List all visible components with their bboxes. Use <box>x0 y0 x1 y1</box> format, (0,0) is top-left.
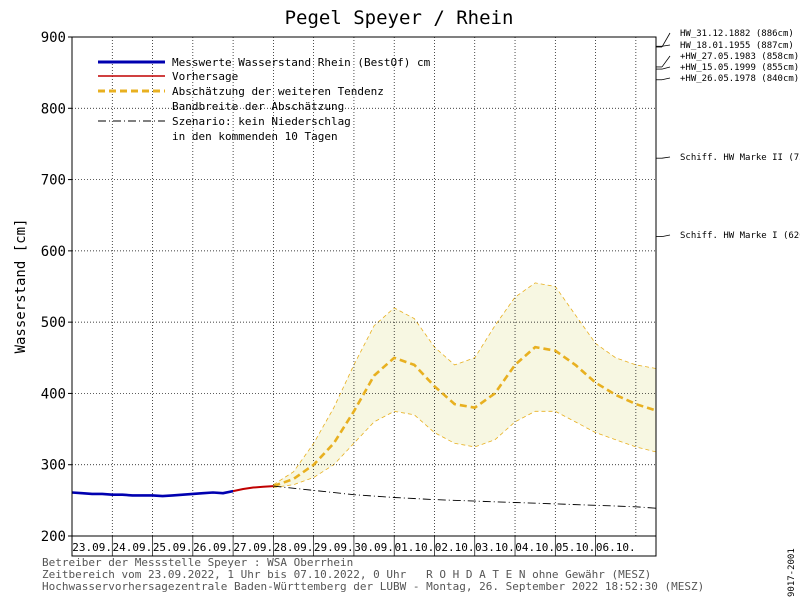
series-line-3 <box>273 485 657 509</box>
marker-leader <box>661 55 671 68</box>
legend-label: Szenario: kein Niederschlag <box>172 115 351 128</box>
legend-label: Bandbreite der Abschätzung <box>172 100 344 113</box>
marker-label: HW_18.01.1955 (887cm) <box>680 41 794 51</box>
marker-label: +HW_26.05.1978 (840cm) <box>680 74 799 84</box>
footer-operator: Betreiber der Messstelle Speyer : WSA Ob… <box>42 556 354 569</box>
x-tick-label: 27.09. <box>233 541 273 554</box>
marker-leader <box>661 77 671 81</box>
y-tick-label: 700 <box>41 173 66 189</box>
footer-publisher: Hochwasservorhersagezentrale Baden-Württ… <box>42 580 705 593</box>
y-tick-label: 600 <box>41 244 66 260</box>
x-tick-label: 06.10. <box>596 541 636 554</box>
band-lower-line <box>273 410 657 488</box>
y-tick-label: 200 <box>41 529 66 545</box>
x-tick-label: 02.10. <box>435 541 475 554</box>
x-tick-label: 04.10. <box>515 541 555 554</box>
marker-label: Schiff. HW Marke II (730c <box>680 153 800 163</box>
x-tick-label: 24.09. <box>113 541 153 554</box>
series-line-2 <box>272 345 657 488</box>
x-tick-label: 01.10. <box>394 541 434 554</box>
marker-leader <box>661 66 671 70</box>
y-axis-label: Wasserstand [cm] <box>13 219 29 354</box>
series-line-1 <box>232 485 274 493</box>
y-tick-label: 900 <box>41 30 66 46</box>
marker-label: Schiff. HW Marke I (620c <box>680 231 800 241</box>
x-tick-label: 30.09. <box>354 541 394 554</box>
footer-time-range: Zeitbereich vom 23.09.2022, 1 Uhr bis 07… <box>42 568 652 581</box>
x-tick-label: 29.09. <box>314 541 354 554</box>
y-tick-label: 400 <box>41 386 66 402</box>
chart-title: Pegel Speyer / Rhein <box>285 7 514 29</box>
side-id-text: 9017-2001 <box>787 548 797 597</box>
legend-label: Messwerte Wasserstand Rhein (BestOf) cm <box>172 56 431 69</box>
plot-frame <box>71 36 657 557</box>
series-line-0 <box>71 489 234 498</box>
legend-label: Vorhersage <box>172 70 238 83</box>
marker-label: +HW_15.05.1999 (855cm) <box>680 63 799 73</box>
marker-label: +HW_27.05.1983 (858cm) <box>680 52 799 62</box>
marker-leader <box>661 156 671 159</box>
x-tick-label: 05.10. <box>556 541 596 554</box>
x-tick-label: 25.09. <box>153 541 193 554</box>
x-tick-label: 28.09. <box>274 541 314 554</box>
plot-area <box>72 37 656 556</box>
y-tick-label: 800 <box>41 101 66 117</box>
band-area <box>273 282 656 488</box>
side-id: 9017-2001 <box>787 548 797 597</box>
marker-leader <box>661 234 671 237</box>
y-tick-label: 300 <box>41 458 66 474</box>
x-tick-label: 03.10. <box>475 541 515 554</box>
y-tick-label: 500 <box>41 315 66 331</box>
legend-label: in den kommenden 10 Tagen <box>172 130 338 143</box>
x-tick-label: 26.09. <box>193 541 233 554</box>
marker-leader <box>661 32 671 48</box>
legend-label: Abschätzung der weiteren Tendenz <box>172 85 384 98</box>
band-upper-line <box>273 282 657 486</box>
marker-leader <box>661 44 671 47</box>
marker-label: HW_31.12.1882 (886cm) <box>680 29 794 39</box>
x-tick-label: 23.09. <box>72 541 112 554</box>
